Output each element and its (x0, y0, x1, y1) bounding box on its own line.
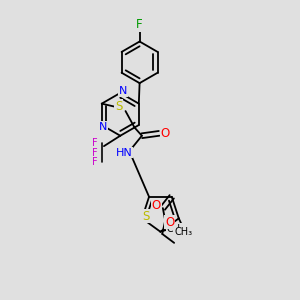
Text: S: S (142, 209, 149, 223)
Text: HN: HN (116, 148, 132, 158)
Text: N: N (118, 86, 127, 96)
Text: O: O (165, 216, 174, 229)
Text: CH₃: CH₃ (174, 227, 192, 237)
Text: S: S (115, 100, 123, 113)
Text: CH₃: CH₃ (167, 224, 185, 234)
Text: O: O (160, 127, 170, 140)
Text: O: O (152, 199, 161, 212)
Text: F: F (92, 138, 98, 148)
Text: N: N (99, 122, 107, 131)
Text: F: F (136, 18, 143, 31)
Text: F: F (92, 157, 98, 167)
Text: F: F (92, 148, 98, 158)
